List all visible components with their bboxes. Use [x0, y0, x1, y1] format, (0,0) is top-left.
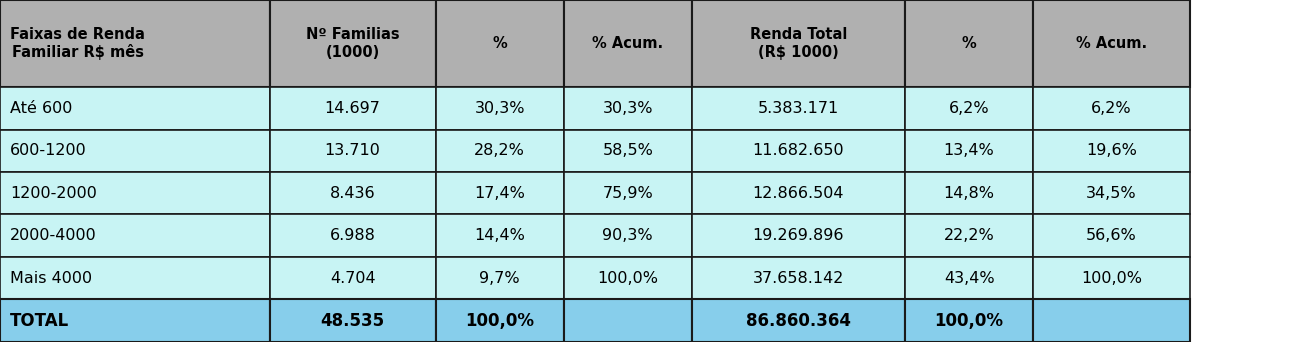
Text: % Acum.: % Acum.: [1076, 36, 1147, 51]
Bar: [1033, 0, 1190, 87]
Text: 28,2%: 28,2%: [475, 143, 525, 158]
Text: 14,8%: 14,8%: [944, 186, 994, 201]
Text: 37.658.142: 37.658.142: [753, 271, 844, 286]
Bar: [905, 214, 1033, 257]
Text: Até 600: Até 600: [10, 101, 72, 116]
Bar: [692, 257, 905, 299]
Bar: [269, 257, 436, 299]
Text: 56,6%: 56,6%: [1086, 228, 1137, 243]
Text: 48.535: 48.535: [321, 312, 385, 330]
Text: 100,0%: 100,0%: [935, 312, 1003, 330]
Text: 14.697: 14.697: [325, 101, 380, 116]
Bar: [1033, 130, 1190, 172]
Bar: [692, 87, 905, 130]
Text: 100,0%: 100,0%: [597, 271, 658, 286]
Bar: [0, 257, 269, 299]
Text: Mais 4000: Mais 4000: [10, 271, 93, 286]
Text: 17,4%: 17,4%: [475, 186, 525, 201]
Bar: [0, 172, 269, 214]
Text: 6,2%: 6,2%: [949, 101, 989, 116]
Text: 14,4%: 14,4%: [475, 228, 525, 243]
Bar: [436, 172, 564, 214]
Bar: [692, 0, 905, 87]
Bar: [692, 214, 905, 257]
Bar: [269, 87, 436, 130]
Bar: [692, 299, 905, 342]
Bar: [905, 87, 1033, 130]
Bar: [0, 87, 269, 130]
Bar: [905, 172, 1033, 214]
Bar: [905, 130, 1033, 172]
Bar: [269, 0, 436, 87]
Text: 43,4%: 43,4%: [944, 271, 994, 286]
Text: 6,2%: 6,2%: [1091, 101, 1131, 116]
Bar: [564, 299, 692, 342]
Text: 11.682.650: 11.682.650: [753, 143, 844, 158]
Bar: [564, 87, 692, 130]
Bar: [436, 214, 564, 257]
Text: 58,5%: 58,5%: [603, 143, 653, 158]
Bar: [0, 299, 269, 342]
Bar: [564, 130, 692, 172]
Bar: [1033, 257, 1190, 299]
Bar: [269, 299, 436, 342]
Text: 19.269.896: 19.269.896: [753, 228, 844, 243]
Text: 9,7%: 9,7%: [480, 271, 520, 286]
Bar: [1033, 87, 1190, 130]
Text: 100,0%: 100,0%: [465, 312, 534, 330]
Bar: [436, 299, 564, 342]
Text: 13,4%: 13,4%: [944, 143, 994, 158]
Text: TOTAL: TOTAL: [10, 312, 70, 330]
Text: 12.866.504: 12.866.504: [753, 186, 844, 201]
Bar: [269, 130, 436, 172]
Text: 86.860.364: 86.860.364: [746, 312, 851, 330]
Text: 1200-2000: 1200-2000: [10, 186, 97, 201]
Bar: [436, 87, 564, 130]
Bar: [564, 0, 692, 87]
Bar: [0, 130, 269, 172]
Text: 19,6%: 19,6%: [1086, 143, 1137, 158]
Bar: [692, 130, 905, 172]
Bar: [1033, 172, 1190, 214]
Bar: [436, 0, 564, 87]
Bar: [905, 299, 1033, 342]
Text: Renda Total
(R$ 1000): Renda Total (R$ 1000): [750, 27, 847, 60]
Bar: [0, 0, 269, 87]
Text: Faixas de Renda
Familiar R$ mês: Faixas de Renda Familiar R$ mês: [10, 27, 145, 61]
Text: 13.710: 13.710: [325, 143, 380, 158]
Bar: [1033, 214, 1190, 257]
Bar: [269, 172, 436, 214]
Text: %: %: [962, 36, 976, 51]
Text: 90,3%: 90,3%: [603, 228, 653, 243]
Bar: [269, 214, 436, 257]
Text: 30,3%: 30,3%: [603, 101, 653, 116]
Bar: [1033, 299, 1190, 342]
Bar: [692, 172, 905, 214]
Text: % Acum.: % Acum.: [592, 36, 663, 51]
Text: 8.436: 8.436: [330, 186, 375, 201]
Bar: [436, 257, 564, 299]
Text: 75,9%: 75,9%: [603, 186, 653, 201]
Bar: [564, 172, 692, 214]
Text: 22,2%: 22,2%: [944, 228, 994, 243]
Text: 100,0%: 100,0%: [1081, 271, 1142, 286]
Text: 5.383.171: 5.383.171: [758, 101, 839, 116]
Bar: [905, 257, 1033, 299]
Text: 2000-4000: 2000-4000: [10, 228, 97, 243]
Text: 30,3%: 30,3%: [475, 101, 525, 116]
Bar: [905, 0, 1033, 87]
Bar: [0, 214, 269, 257]
Text: 6.988: 6.988: [330, 228, 375, 243]
Text: 4.704: 4.704: [330, 271, 375, 286]
Text: Nº Familias
(1000): Nº Familias (1000): [306, 27, 400, 60]
Text: %: %: [493, 36, 507, 51]
Text: 600-1200: 600-1200: [10, 143, 87, 158]
Bar: [564, 214, 692, 257]
Text: 34,5%: 34,5%: [1086, 186, 1137, 201]
Bar: [564, 257, 692, 299]
Bar: [436, 130, 564, 172]
